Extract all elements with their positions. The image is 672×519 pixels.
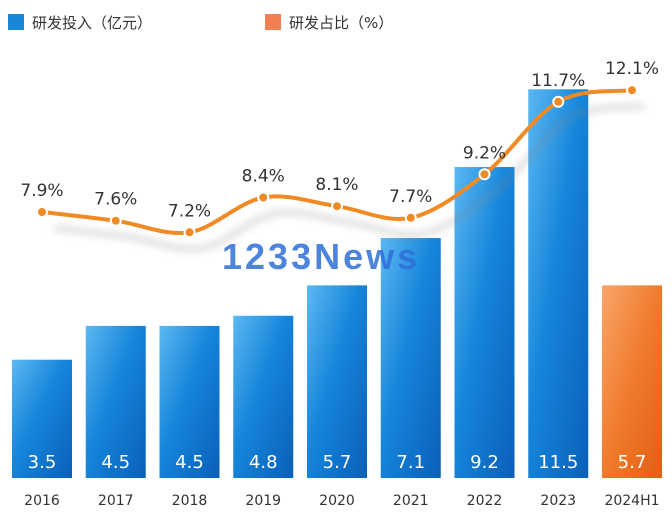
x-tick-label: 2023 [540,493,576,509]
bar-series [12,89,662,479]
line-value-label: 7.6% [94,190,137,210]
line-point [404,211,417,224]
x-tick-label: 2016 [24,493,60,509]
line-point [36,206,48,218]
bar-value-label: 5.7 [323,452,352,473]
x-tick-label: 2019 [245,493,281,509]
bar-2017 [85,325,146,478]
bar-value-label: 9.2 [470,452,499,473]
line-point [109,214,122,227]
bar-2016 [12,359,72,478]
bar-value-labels: 3.5 4.5 4.5 4.8 5.7 7.1 9.2 11.5 5.7 [28,452,647,473]
legend-label-line: 研发占比（%） [289,14,393,32]
line-point [552,95,565,108]
watermark: 1233News [222,236,421,277]
bar-value-label: 5.7 [618,452,647,473]
bar-2021 [380,238,441,478]
line-value-label: 8.4% [242,167,285,187]
legend-swatch-line [265,14,281,30]
x-tick-label: 2024H1 [604,493,659,509]
line-value-label: 8.1% [315,175,358,195]
line-value-label: 9.2% [463,143,506,163]
line-value-label: 7.9% [20,181,63,201]
line-shadow-path [53,103,645,252]
bar-value-label: 4.5 [101,452,130,473]
x-tick-label: 2022 [467,493,503,509]
bar-2023 [528,89,589,479]
bar-2018 [159,325,220,478]
line-shadow [53,103,645,252]
bar-2024H1 [602,285,662,478]
bar-value-label: 4.5 [175,452,204,473]
legend-swatch-bar [8,14,24,30]
bar-value-label: 4.8 [249,452,278,473]
x-tick-label: 2018 [172,493,208,509]
bar-value-label: 7.1 [396,452,425,473]
line-point [478,168,491,181]
bar-2019 [233,315,294,478]
x-tick-label: 2017 [98,493,134,509]
line-point [331,200,343,213]
line-value-label: 7.2% [168,201,211,221]
bar-2022 [454,167,515,479]
line-point [626,84,638,97]
legend-label-bar: 研发投入（亿元） [32,14,152,32]
line-value-label: 12.1% [605,59,659,79]
bar-2020 [307,285,367,478]
line-value-labels: 7.9% 7.6% 7.2% 8.4% 8.1% 7.7% 9.2% 11.7% 12.1% [20,59,659,221]
legend: 研发投入（亿元） 研发占比（%） [8,14,393,32]
line-point [183,226,196,239]
line-series [36,84,638,239]
line-value-label: 11.7% [531,71,585,91]
x-axis-labels: 2016 2017 2018 2019 2020 2021 2022 2023 2024H1 [24,493,659,509]
line-point [257,191,270,204]
line-value-label: 7.7% [389,187,432,207]
x-tick-label: 2021 [393,493,429,509]
x-tick-label: 2020 [319,493,355,509]
bar-value-label: 11.5 [538,452,578,473]
bar-value-label: 3.5 [28,452,57,473]
